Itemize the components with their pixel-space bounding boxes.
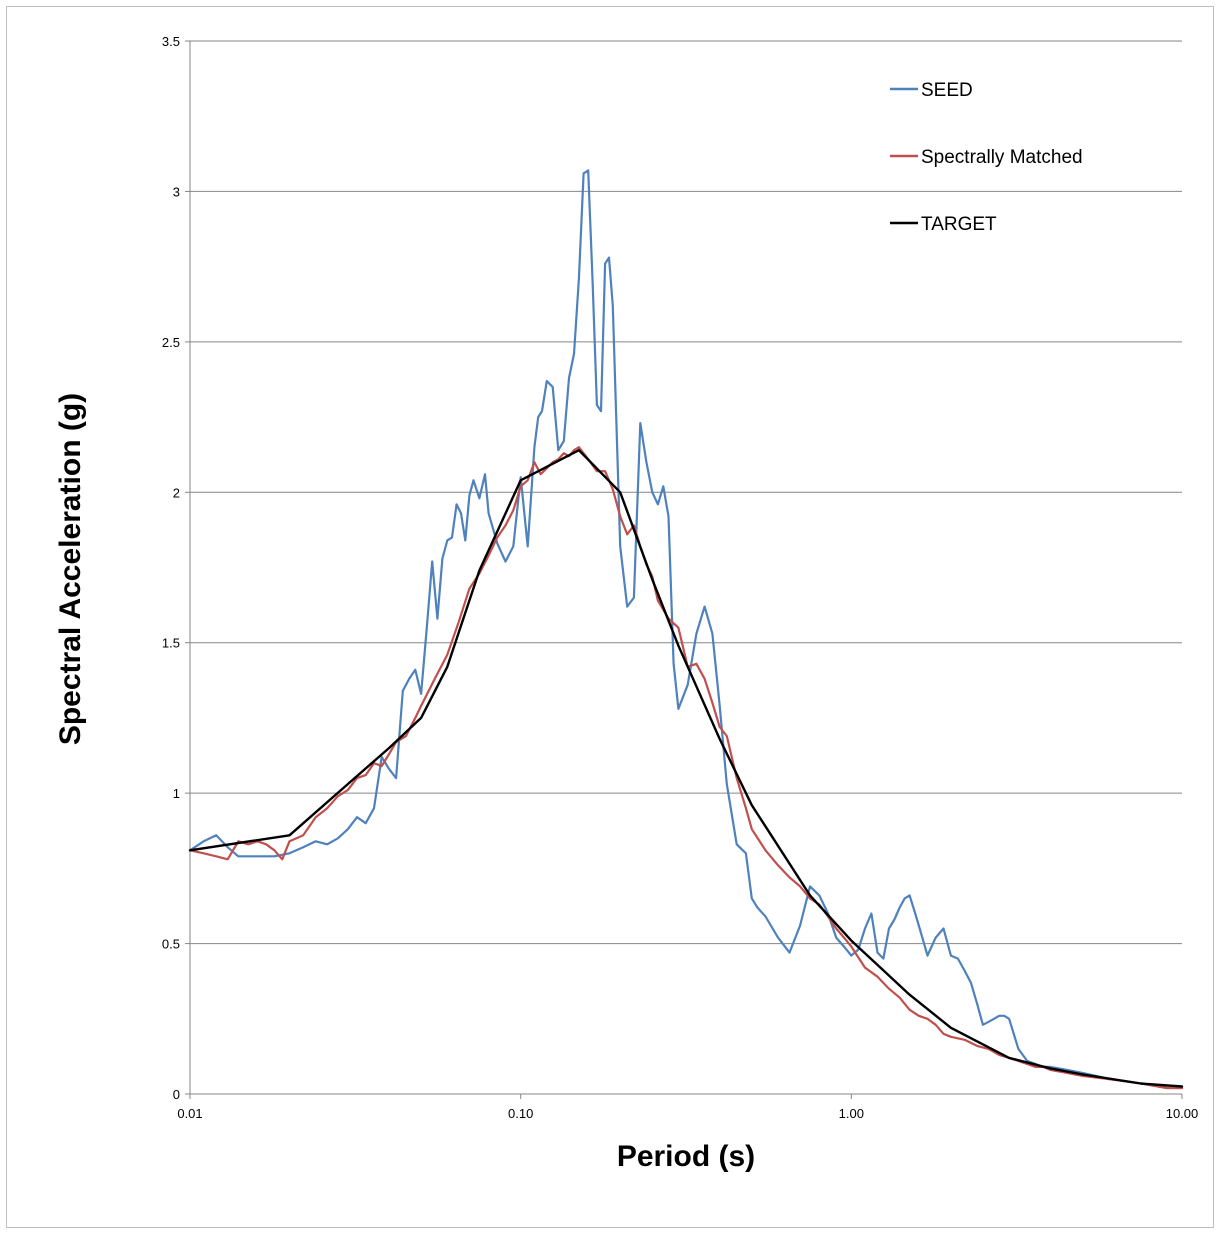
y-tick-label: 3.5: [162, 34, 180, 49]
y-tick-label: 0.5: [162, 937, 180, 952]
series-lines: [188, 169, 1184, 1090]
x-tick-label: 1.00: [839, 1106, 864, 1121]
x-tick-label: 0.10: [508, 1106, 533, 1121]
y-axis-title: Spectral Acceleration (g): [54, 393, 87, 745]
x-tick-label: 0.01: [177, 1106, 202, 1121]
y-tick-label: 2.5: [162, 335, 180, 350]
y-tick-label: 0: [173, 1087, 180, 1102]
legend-label-target: TARGET: [921, 214, 997, 235]
series-line-target: [188, 449, 1184, 1088]
axes: [189, 41, 1182, 1095]
series-line-spectrally-matched: [188, 446, 1184, 1090]
x-axis-title: Period (s): [617, 1140, 755, 1173]
y-tick-labels: 0 0.5 1 1.5 2 2.5 3 3.5: [162, 34, 180, 1102]
series-line-seed: [188, 169, 1184, 1090]
x-tick-label: 10.00: [1166, 1106, 1199, 1121]
legend-label-spectrally-matched: Spectrally Matched: [921, 147, 1083, 168]
chart-frame: 0 0.5 1 1.5 2 2.5 3 3.5 0.01 0.10 1.00 10.00 SEED S…: [6, 6, 1214, 1228]
gridlines: [185, 40, 1182, 1095]
y-tick-label: 2: [173, 485, 180, 500]
legend-label-seed: SEED: [921, 80, 973, 101]
y-tick-label: 1.5: [162, 636, 180, 651]
legend: SEED Spectrally Matched TARGET: [890, 80, 1083, 235]
chart-svg: 00.511.522.533.5 0.01 0.10 1.00 10.00 SEEDS…: [54, 34, 1198, 1173]
y-tick-label: 1: [173, 786, 180, 801]
y-tick-label: 3: [173, 184, 180, 199]
x-tick-labels: 0.01 0.10 1.00 10.00: [177, 1094, 1198, 1121]
